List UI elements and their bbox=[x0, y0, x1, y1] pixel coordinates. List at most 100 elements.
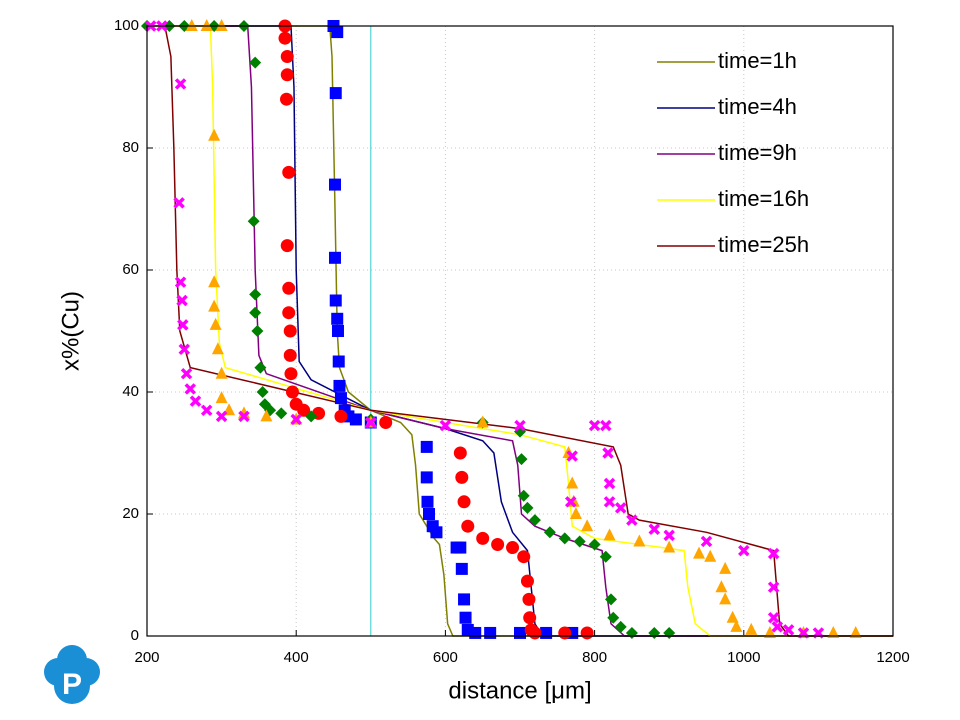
point bbox=[614, 620, 627, 633]
point bbox=[663, 529, 675, 542]
point bbox=[484, 626, 497, 639]
point bbox=[540, 626, 553, 639]
x-tick-label: 1200 bbox=[876, 649, 909, 666]
point bbox=[704, 549, 717, 562]
point bbox=[283, 348, 297, 362]
point bbox=[461, 519, 475, 533]
y-tick-label: 40 bbox=[122, 383, 139, 400]
point bbox=[453, 446, 467, 460]
point bbox=[334, 392, 347, 405]
x-tick-label: 800 bbox=[582, 649, 607, 666]
point bbox=[329, 294, 342, 307]
point bbox=[626, 514, 638, 526]
y-tick-label: 20 bbox=[122, 505, 139, 522]
x-axis-title: distance [μm] bbox=[448, 677, 591, 704]
point bbox=[514, 419, 526, 432]
y-axis-title: x%(Cu) bbox=[57, 291, 84, 371]
legend-label: time=16h bbox=[718, 186, 809, 211]
point bbox=[521, 501, 534, 514]
point bbox=[515, 453, 528, 466]
point bbox=[827, 625, 840, 638]
point bbox=[200, 404, 213, 417]
point bbox=[282, 165, 296, 179]
point bbox=[215, 366, 228, 379]
legend-label: time=25h bbox=[718, 232, 809, 257]
point bbox=[458, 593, 471, 606]
point bbox=[260, 409, 273, 422]
point bbox=[599, 550, 612, 563]
point bbox=[580, 626, 594, 640]
point bbox=[280, 50, 294, 63]
y-tick-label: 80 bbox=[122, 139, 139, 156]
point bbox=[280, 239, 294, 253]
point bbox=[333, 379, 346, 392]
point bbox=[290, 413, 302, 426]
point bbox=[297, 403, 311, 417]
point bbox=[180, 367, 193, 380]
point bbox=[421, 495, 434, 508]
y-tick-label: 0 bbox=[131, 627, 139, 644]
point bbox=[209, 317, 222, 330]
x-tick-label: 400 bbox=[284, 649, 309, 666]
point bbox=[569, 507, 582, 519]
point bbox=[543, 526, 556, 539]
point bbox=[177, 319, 189, 331]
point bbox=[581, 519, 594, 532]
point bbox=[588, 538, 601, 551]
point bbox=[588, 419, 601, 432]
point bbox=[726, 610, 739, 623]
point bbox=[566, 450, 578, 462]
point bbox=[215, 19, 228, 31]
plot-frame bbox=[146, 25, 894, 637]
y-tick-label: 60 bbox=[122, 261, 139, 278]
point bbox=[506, 541, 520, 555]
point bbox=[430, 526, 443, 539]
point bbox=[614, 502, 627, 514]
point bbox=[454, 541, 467, 554]
point bbox=[331, 26, 344, 39]
point bbox=[719, 561, 732, 574]
point bbox=[249, 56, 262, 69]
point bbox=[771, 621, 784, 633]
point bbox=[648, 523, 661, 535]
point bbox=[455, 562, 468, 575]
point bbox=[603, 496, 616, 508]
point bbox=[715, 580, 728, 593]
point bbox=[284, 367, 298, 381]
point bbox=[767, 611, 780, 624]
point bbox=[215, 410, 228, 423]
point bbox=[211, 342, 224, 355]
point bbox=[528, 626, 542, 640]
point bbox=[174, 276, 187, 288]
point bbox=[254, 361, 267, 374]
point bbox=[782, 624, 795, 636]
point bbox=[249, 288, 262, 301]
point bbox=[459, 611, 472, 624]
point bbox=[633, 534, 646, 547]
point bbox=[517, 489, 530, 502]
series-line bbox=[147, 25, 893, 637]
point bbox=[280, 92, 294, 106]
x-tick-label: 600 bbox=[433, 649, 458, 666]
point bbox=[208, 128, 221, 141]
point bbox=[200, 19, 213, 31]
point bbox=[455, 470, 469, 484]
point bbox=[605, 593, 618, 606]
point bbox=[178, 343, 191, 356]
point bbox=[173, 197, 185, 209]
point bbox=[379, 416, 393, 429]
y-tick-label: 100 bbox=[114, 17, 139, 34]
point bbox=[607, 611, 620, 624]
point bbox=[719, 592, 732, 605]
point bbox=[520, 574, 534, 588]
legend-label: time=1h bbox=[718, 48, 797, 73]
point bbox=[457, 495, 471, 509]
point bbox=[602, 447, 614, 459]
point bbox=[693, 546, 706, 559]
point bbox=[251, 325, 264, 337]
point bbox=[280, 68, 294, 82]
point bbox=[528, 514, 541, 527]
point bbox=[564, 496, 577, 508]
point bbox=[558, 532, 571, 545]
point bbox=[176, 294, 188, 307]
